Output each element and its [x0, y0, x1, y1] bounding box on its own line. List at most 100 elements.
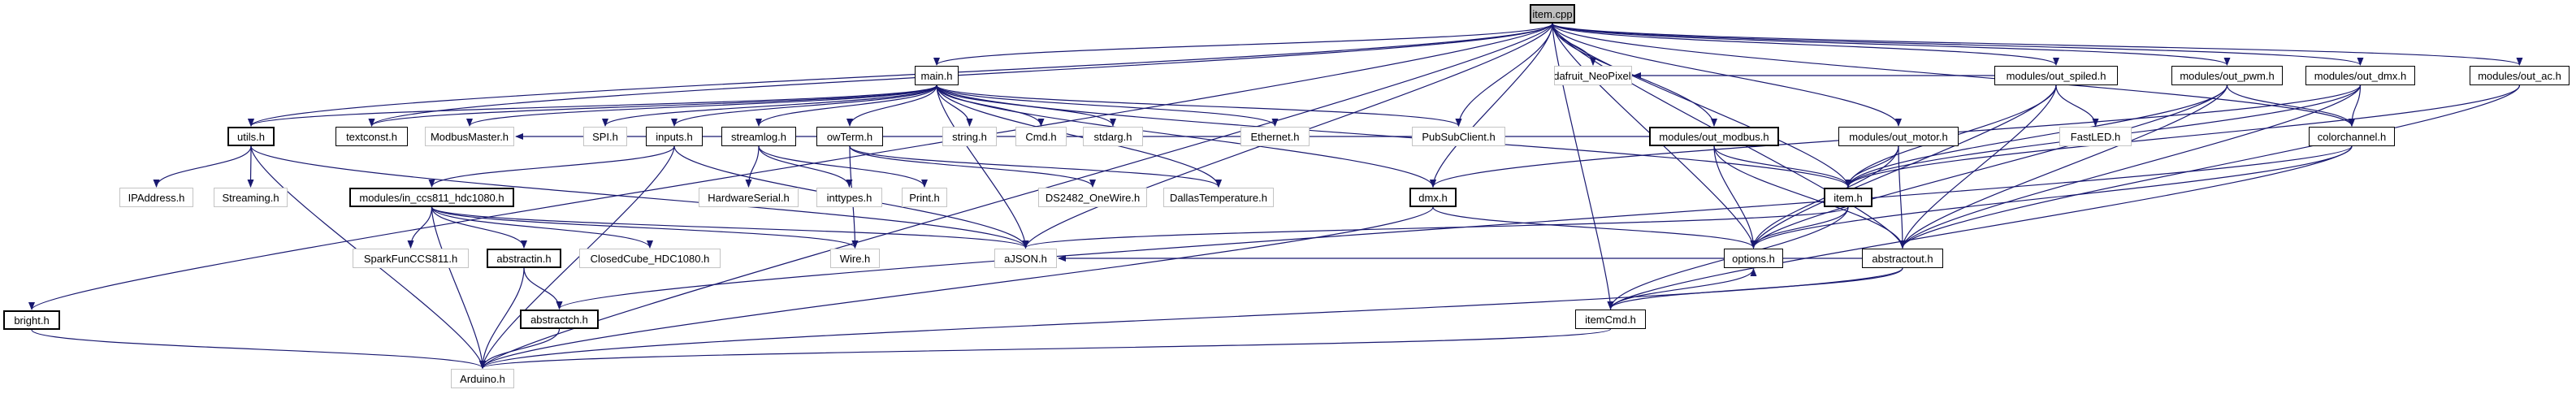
- node-label: ClosedCube_HDC1080.h: [590, 252, 710, 265]
- edge-dmx_h-to-options_h: [1432, 206, 1757, 249]
- node-out-ac-h[interactable]: modules/out_ac.h: [2470, 66, 2570, 85]
- node-in-ccs811-hdc1080-h[interactable]: modules/in_ccs811_hdc1080.h: [349, 188, 514, 207]
- node-label: aJSON.h: [1004, 252, 1047, 265]
- node-item-h[interactable]: item.h: [1824, 188, 1872, 207]
- node-modbusmaster-h: ModbusMaster.h: [425, 127, 514, 146]
- node-label: DallasTemperature.h: [1170, 191, 1267, 204]
- node-itemcmd-h[interactable]: itemCmd.h: [1575, 310, 1646, 329]
- edge-out_dmx_h-to-colorchannel_h: [2348, 84, 2362, 128]
- edge-itemcmd_h-to-options_h: [1609, 267, 1757, 310]
- node-label: options.h: [1732, 252, 1775, 265]
- node-label: Adafruit_NeoPixel.h: [1555, 69, 1631, 82]
- edge-item_cpp-to-dmx_h: [1429, 23, 1553, 188]
- node-inputs-h[interactable]: inputs.h: [646, 127, 703, 146]
- node-label: colorchannel.h: [2317, 130, 2387, 143]
- edge-out_dmx_h-to-abstractout_h: [1899, 84, 2362, 249]
- node-label: modules/out_spiled.h: [2006, 69, 2106, 82]
- edge-main_h-to-ajson_h: [936, 84, 1029, 249]
- edge-out_motor_h-to-item_h: [1844, 145, 1899, 188]
- node-textconst-h[interactable]: textconst.h: [336, 127, 408, 146]
- edge-main_h-to-utils_h: [248, 84, 937, 128]
- edge-out_modbus_h-to-item_h: [1713, 145, 1852, 188]
- edge-out_spiled_h-to-fastled_h: [2055, 84, 2099, 128]
- edge-inputs_h-to-in_ccs811_hdc1080_h: [428, 145, 675, 188]
- node-item-cpp: item.cpp: [1530, 4, 1575, 24]
- node-fastled-h: FastLED.h: [2059, 127, 2132, 146]
- edge-item_cpp-to-out_spiled_h: [1552, 23, 2059, 67]
- edge-main_h-to-owterm_h: [846, 84, 937, 128]
- node-dallastemperature-h: DallasTemperature.h: [1163, 188, 1274, 207]
- edge-in_ccs811_hdc1080_h-to-sparkfunccs811_h: [407, 206, 433, 249]
- node-label: SparkFunCCS811.h: [363, 252, 458, 265]
- edge-bright_h-to-arduino_h: [31, 329, 486, 370]
- node-label: Arduino.h: [460, 372, 505, 385]
- node-out-dmx-h[interactable]: modules/out_dmx.h: [2305, 66, 2415, 85]
- node-label: modules/in_ccs811_hdc1080.h: [359, 191, 504, 204]
- edge-out_modbus_h-to-abstractout_h: [1713, 145, 1907, 249]
- node-label: item.h: [1834, 191, 1863, 204]
- edge-out_spiled_h-to-abstractout_h: [1898, 84, 2057, 249]
- node-dmx-h[interactable]: dmx.h: [1409, 188, 1457, 207]
- node-label: ModbusMaster.h: [430, 130, 509, 143]
- node-label: streamlog.h: [731, 130, 786, 143]
- edge-out_pwm_h-to-abstractout_h: [1899, 84, 2228, 249]
- edge-abstractin_h-to-abstractch_h: [523, 267, 563, 310]
- node-utils-h[interactable]: utils.h: [227, 127, 275, 146]
- edge-main_h-to-spi_h: [602, 84, 937, 128]
- node-out-spiled-h[interactable]: modules/out_spiled.h: [1994, 66, 2118, 85]
- node-abstractin-h[interactable]: abstractin.h: [487, 249, 561, 268]
- edge-item_cpp-to-utils_h: [248, 23, 1553, 128]
- edge-out_pwm_h-to-item_h: [1845, 84, 2228, 188]
- edge-main_h-to-ethernet_h: [936, 84, 1279, 128]
- node-label: item.cpp: [1532, 7, 1573, 20]
- edge-out_pwm_h-to-options_h: [1750, 84, 2228, 249]
- node-owterm-h[interactable]: owTerm.h: [816, 127, 883, 146]
- node-out-pwm-h[interactable]: modules/out_pwm.h: [2171, 66, 2283, 85]
- node-hardwareserial-h: HardwareSerial.h: [699, 188, 799, 207]
- node-cmd-h: Cmd.h: [1015, 127, 1067, 146]
- node-colorchannel-h[interactable]: colorchannel.h: [2309, 127, 2395, 146]
- edge-main_h-to-textconst_h: [368, 84, 937, 128]
- node-label: HardwareSerial.h: [708, 191, 790, 204]
- node-bright-h[interactable]: bright.h: [3, 310, 60, 330]
- node-label: modules/out_ac.h: [2478, 69, 2561, 82]
- edge-in_ccs811_hdc1080_h-to-closedcube_hdc1080_h: [431, 206, 653, 249]
- node-label: modules/out_pwm.h: [2180, 69, 2275, 82]
- node-streamlog-h[interactable]: streamlog.h: [721, 127, 796, 146]
- edge-inputs_h-to-arduino_h: [478, 145, 675, 370]
- node-label: owTerm.h: [826, 130, 873, 143]
- node-wire-h: Wire.h: [830, 249, 880, 268]
- edge-out_ac_h-to-item_h: [1845, 84, 2521, 188]
- node-main-h[interactable]: main.h: [915, 66, 959, 85]
- edge-main_h-to-pubsubclient_h: [936, 84, 1462, 128]
- edge-abstractout_h-to-itemcmd_h: [1607, 267, 1903, 310]
- edge-main_h-to-cmd_h: [936, 84, 1045, 128]
- edge-item_cpp-to-out_ac_h: [1552, 23, 2523, 67]
- node-label: Ethernet.h: [1250, 130, 1300, 143]
- edge-dmx_h-to-arduino_h: [479, 206, 1434, 370]
- node-label: stdarg.h: [1093, 130, 1132, 143]
- edge-item_cpp-to-textconst_h: [368, 23, 1553, 128]
- node-out-modbus-h[interactable]: modules/out_modbus.h: [1649, 127, 1779, 146]
- edge-out_motor_h-to-abstractout_h: [1898, 145, 1907, 249]
- edge-streamlog_h-to-inttypes_h: [758, 145, 853, 188]
- node-options-h[interactable]: options.h: [1724, 249, 1783, 268]
- edge-owterm_h-to-dallastemperature_h: [849, 145, 1222, 188]
- edge-out_pwm_h-to-colorchannel_h: [2226, 84, 2356, 128]
- edge-out_spiled_h-to-options_h: [1750, 84, 2057, 249]
- node-abstractch-h[interactable]: abstractch.h: [520, 310, 599, 329]
- edge-abstractin_h-to-arduino_h: [478, 267, 525, 370]
- node-abstractout-h[interactable]: abstractout.h: [1862, 249, 1943, 268]
- edge-streamlog_h-to-print_h: [758, 145, 929, 188]
- node-label: Print.h: [909, 191, 940, 204]
- node-label: modules/out_modbus.h: [1659, 130, 1769, 143]
- node-out-motor-h[interactable]: modules/out_motor.h: [1838, 127, 1959, 146]
- edge-main_h-to-streamlog_h: [755, 84, 937, 128]
- node-label: abstractin.h: [496, 252, 552, 265]
- edge-utils_h-to-ipaddress_h: [153, 145, 252, 188]
- edge-streamlog_h-to-hardwareserial_h: [745, 145, 760, 188]
- node-label: abstractch.h: [530, 313, 588, 326]
- edge-main_h-to-inputs_h: [671, 84, 937, 128]
- edge-out_ac_h-to-abstractout_h: [1899, 84, 2521, 249]
- node-ajson-h: aJSON.h: [994, 249, 1057, 268]
